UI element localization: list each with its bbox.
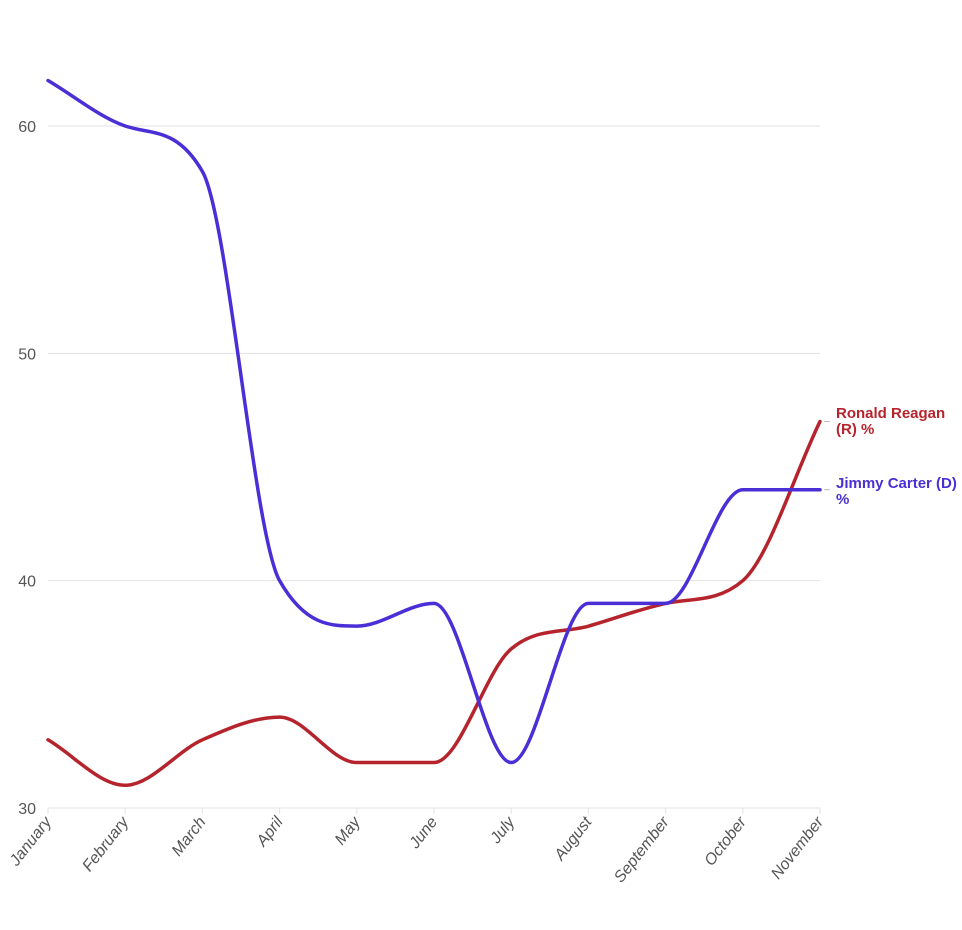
x-tick-label: May — [332, 813, 365, 848]
x-tick-label: July — [487, 813, 519, 847]
x-tick-label: August — [551, 814, 596, 865]
x-axis-ticks: January February March April May June July Augu… — [6, 808, 828, 886]
series-lines — [46, 78, 822, 788]
y-tick-label: 40 — [18, 574, 36, 591]
series-line-0 — [46, 419, 822, 788]
y-tick-label: 50 — [18, 346, 36, 363]
x-tick-label: March — [169, 814, 210, 860]
y-tick-label: 60 — [18, 119, 36, 136]
series-label-line: % — [836, 491, 849, 508]
gridlines — [48, 125, 820, 809]
x-tick-label: November — [768, 813, 827, 882]
y-tick-label: 30 — [18, 801, 36, 818]
x-tick-label: January — [6, 813, 56, 870]
y-axis-ticks: 30 40 50 60 — [18, 119, 36, 818]
x-tick-label: June — [406, 814, 441, 853]
x-tick-label: October — [702, 813, 751, 869]
x-tick-label: April — [253, 814, 287, 851]
series-line-1 — [46, 78, 822, 765]
x-tick-label: September — [611, 813, 673, 886]
series-labels: Ronald Reagan(R) % Jimmy Carter (D)% — [824, 405, 957, 508]
series-label-line: Jimmy Carter (D) — [836, 475, 957, 492]
series-label-line: (R) % — [836, 421, 874, 438]
x-tick-label: February — [80, 813, 133, 875]
series-label-line: Ronald Reagan — [836, 405, 945, 422]
